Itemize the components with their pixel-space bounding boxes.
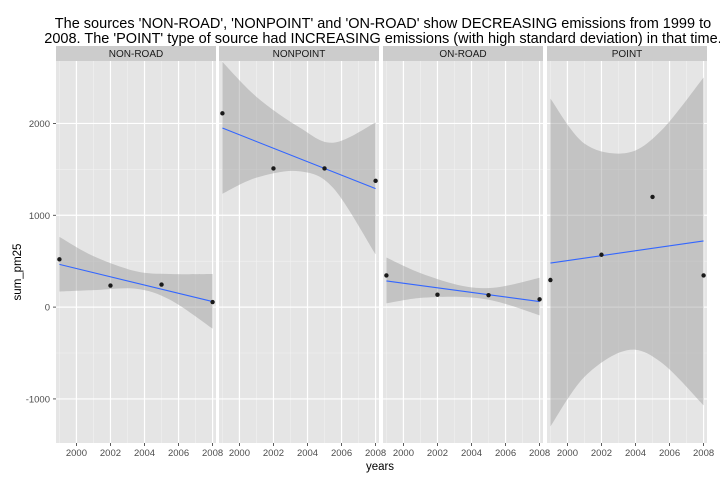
fit-line [550,240,704,264]
data-point [373,178,378,184]
x-tick-label: 2004 [134,448,155,459]
data-point [486,292,491,298]
x-tick-label: 2006 [495,448,516,459]
facet-strip [547,46,707,61]
chart-title-line-1: The sources 'NON-ROAD', 'NONPOINT' and '… [55,16,711,32]
y-axis: -1000 0 1000 2000 [26,119,56,405]
data-point [701,273,706,278]
x-tick-label: 2008 [693,448,714,459]
facet-panel-nonpoint: NONPOINT 2000 2002 2004 2006 2008 [219,46,386,459]
y-tick-label: 1000 [29,211,50,222]
x-tick-label: 2002 [427,448,448,459]
x-tick-label: 2006 [659,448,680,459]
x-tick-label: 2004 [625,448,646,459]
x-tick-label: 2000 [66,448,87,459]
facet-strip [383,46,543,61]
panel-background [383,61,543,443]
x-tick-label: 2006 [168,448,189,459]
data-point [548,277,553,283]
facet-strip [56,46,216,61]
confidence-band [386,257,540,316]
data-point [435,292,440,297]
data-point [159,282,164,287]
facet-strip-label: NON-ROAD [109,49,163,60]
data-point [210,299,215,305]
y-tick-label: -1000 [26,394,50,405]
facet-panel-point: POINT 2000 2002 2004 2006 2008 [547,46,714,459]
fit-line [386,280,540,303]
data-point [384,273,389,278]
data-point [57,257,62,262]
data-point [108,283,113,288]
facet-strip-label: NONPOINT [273,49,326,60]
x-axis-title: years [366,461,394,473]
facet-panel-non-road: NON-ROAD 2000 2002 2004 2006 2008 [56,46,223,459]
panel-background [56,61,216,443]
data-point [322,166,327,171]
data-point [220,111,225,116]
data-point [650,194,655,200]
fit-line [59,263,213,303]
chart-title: The sources 'NON-ROAD', 'NONPOINT' and '… [44,16,720,47]
facet-panel-on-road: ON-ROAD 2000 2002 2004 2006 2008 [383,46,550,459]
facet-panels: NON-ROAD 2000 2002 2004 2006 2008 NONPOINT 2000… [56,46,714,459]
x-tick-label: 2004 [461,448,482,459]
facet-strip-label: ON-ROAD [439,49,486,60]
data-point [599,252,604,257]
fit-line [222,127,376,190]
x-tick-label: 2008 [202,448,223,459]
y-tick-label: 0 [45,303,50,314]
x-tick-label: 2004 [297,448,318,459]
facet-strip [219,46,379,61]
data-point [537,297,542,302]
x-tick-label: 2006 [331,448,352,459]
x-tick-label: 2000 [229,448,250,459]
y-tick-label: 2000 [29,119,50,130]
x-tick-label: 2000 [557,448,578,459]
x-tick-label: 2002 [263,448,284,459]
data-point [271,166,276,171]
x-tick-label: 2002 [100,448,121,459]
chart-title-line-2: 2008. The 'POINT' type of source had INC… [44,31,720,47]
x-tick-label: 2002 [591,448,612,459]
panel-background [219,61,379,443]
facet-strip-label: POINT [612,49,643,60]
x-tick-label: 2008 [365,448,386,459]
y-axis-title: sum_pm25 [12,244,24,301]
x-tick-label: 2000 [393,448,414,459]
x-tick-label: 2008 [529,448,550,459]
